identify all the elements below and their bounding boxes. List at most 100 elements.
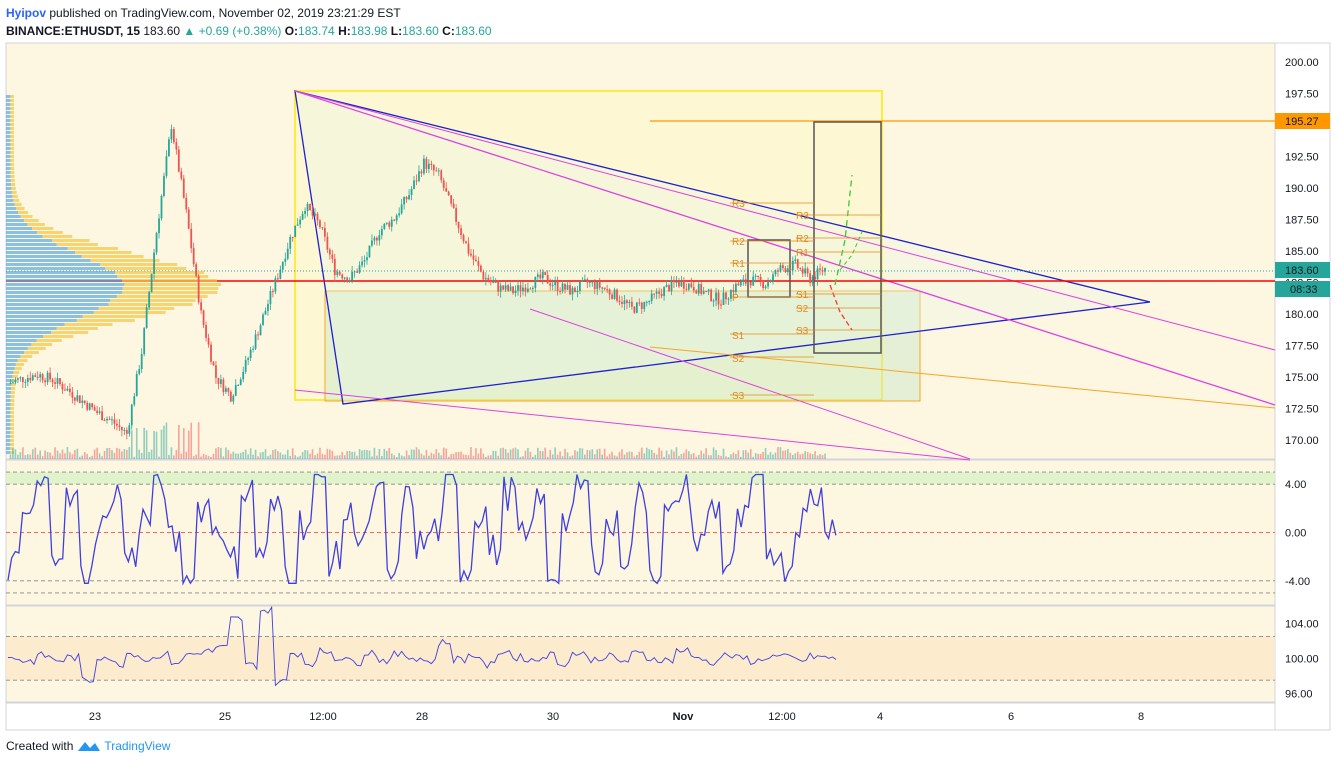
candle-body	[574, 287, 576, 293]
triangle-pattern[interactable]	[294, 90, 1151, 405]
tradingview-logo-icon[interactable]	[77, 739, 101, 753]
volume-bar	[262, 452, 264, 459]
volume-bar	[663, 456, 665, 459]
candle-body	[244, 360, 247, 372]
volume-bar	[81, 455, 84, 459]
tradingview-brand[interactable]: TradingView	[104, 739, 171, 753]
volume-bar	[527, 447, 529, 459]
candle-body	[31, 375, 34, 381]
candle-body	[309, 203, 311, 211]
candle-body	[465, 241, 467, 244]
candle-body	[764, 286, 767, 289]
volume-bar	[499, 448, 502, 459]
candle-body	[507, 285, 510, 291]
candle-body	[809, 273, 812, 284]
candle-body	[41, 374, 44, 381]
volume-profile-bar	[6, 307, 99, 310]
candle-body	[59, 378, 61, 385]
candle-body	[29, 377, 32, 381]
volume-bar	[633, 456, 636, 459]
volume-bar	[455, 452, 457, 459]
volume-bar	[668, 454, 670, 459]
channel-line-1[interactable]	[294, 90, 1276, 351]
candle-body	[306, 203, 309, 211]
volume-bar	[138, 449, 141, 459]
candle-body	[660, 293, 663, 297]
volume-bar	[398, 452, 400, 459]
volume-bar	[440, 455, 443, 459]
volume-profile-bar	[51, 239, 90, 242]
time-tick-label: Nov	[673, 711, 695, 723]
volume-bar	[688, 451, 690, 459]
resistance-tag[interactable]: 195.27	[1275, 113, 1330, 129]
volume-bar	[29, 454, 32, 459]
candle-body	[148, 292, 151, 308]
volume-bar	[606, 456, 608, 459]
candle-body	[423, 158, 425, 174]
low-value: 183.60	[402, 24, 439, 38]
volume-bar	[502, 447, 504, 459]
candle-body	[462, 235, 465, 242]
candle-body	[224, 388, 227, 392]
candle-body	[227, 388, 230, 392]
time-tick-label: 6	[1008, 711, 1014, 723]
author-name[interactable]: Hyipov	[6, 6, 47, 20]
price-axis[interactable]	[1274, 42, 1331, 731]
volume-bar	[705, 448, 707, 459]
candle-body	[170, 129, 173, 140]
candle-body	[336, 271, 339, 276]
green-zone[interactable]	[324, 290, 921, 402]
price-change: ▲ +0.69 (+0.38%)	[183, 24, 282, 38]
channel-line-3[interactable]	[294, 389, 971, 461]
volume-bar	[205, 454, 207, 459]
last-price-tag[interactable]: 183.60	[1275, 262, 1330, 278]
volume-bar	[356, 455, 358, 459]
volume-bar	[257, 456, 259, 459]
candle-body	[76, 395, 79, 401]
volume-profile-bar	[11, 379, 17, 382]
volume-bar	[591, 449, 594, 459]
candle-body	[195, 264, 198, 277]
volume-bar	[197, 422, 200, 459]
open-value: 183.74	[298, 24, 335, 38]
candle-body	[635, 302, 638, 313]
volume-bar	[804, 451, 806, 459]
volume-profile-bar	[10, 431, 15, 434]
candle-body	[366, 257, 368, 261]
volume-profile-bar	[6, 203, 15, 206]
channel-line-2[interactable]	[294, 90, 1276, 406]
candle-body	[316, 213, 319, 221]
volume-profile-bar	[6, 255, 82, 258]
projection-box[interactable]	[813, 121, 882, 354]
volume-profile-bar	[6, 391, 11, 394]
candle-body	[222, 379, 225, 392]
volume-bar	[683, 452, 685, 459]
candle-body	[475, 259, 477, 262]
price-panel[interactable]	[5, 42, 1276, 460]
volume-profile-bar	[6, 251, 76, 254]
candle-body	[712, 300, 715, 302]
volume-profile-bar	[10, 159, 15, 162]
volume-bar	[692, 453, 695, 459]
countdown-tag[interactable]: 08:33	[1275, 281, 1330, 297]
candle-body	[286, 248, 289, 259]
channel-line-4[interactable]	[529, 308, 971, 460]
volume-profile-bar	[10, 407, 15, 410]
volume-bar	[54, 447, 56, 459]
candle-body	[734, 283, 737, 293]
candle-body	[346, 277, 349, 283]
time-axis[interactable]	[5, 702, 1276, 731]
candle-body	[697, 283, 700, 294]
volume-profile-bar	[6, 235, 43, 238]
volume-profile-bar	[90, 259, 160, 262]
volume-bar	[415, 447, 418, 459]
volume-profile-bar	[6, 363, 16, 366]
bullish-projection-arrow[interactable]	[834, 174, 853, 286]
volume-profile-bar	[6, 139, 11, 142]
volume-profile-bar	[6, 399, 11, 402]
candle-body	[455, 208, 458, 222]
volume-bar	[311, 449, 314, 459]
candle-body	[373, 237, 376, 241]
bullish-projection-arrow-2[interactable]	[839, 231, 863, 271]
